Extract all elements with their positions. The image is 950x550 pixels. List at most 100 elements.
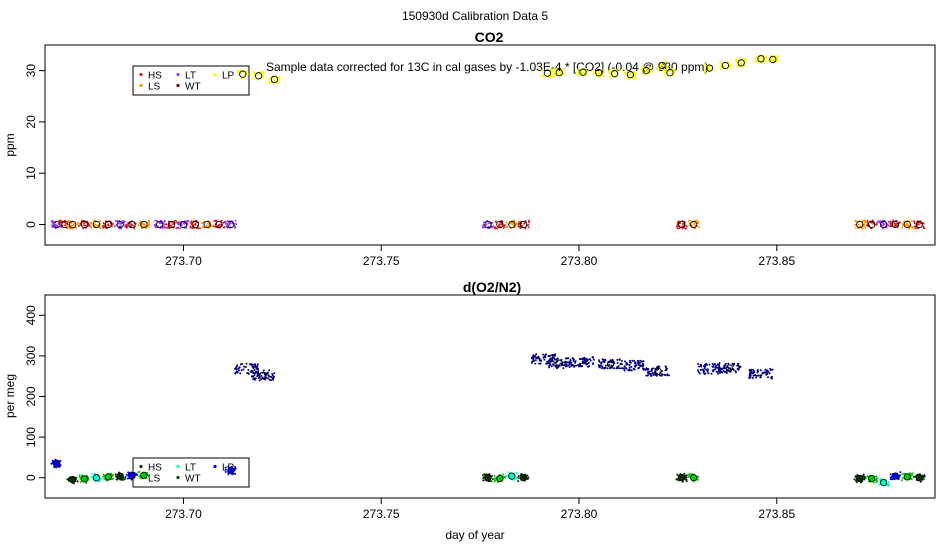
co2-cluster bbox=[552, 67, 566, 78]
co2-data-point bbox=[176, 221, 178, 224]
co2-plot-frame bbox=[44, 44, 936, 246]
co2-data-point bbox=[917, 223, 920, 226]
co2-data-point bbox=[234, 219, 237, 222]
o2n2-data-point bbox=[227, 473, 230, 476]
co2-data-point bbox=[498, 224, 501, 227]
co2-data-point bbox=[170, 221, 173, 224]
co2-data-point bbox=[612, 70, 615, 73]
co2-data-point bbox=[776, 60, 779, 63]
co2-mean-marker bbox=[721, 61, 730, 70]
o2n2-data-point bbox=[78, 474, 81, 477]
co2-data-point bbox=[736, 58, 738, 61]
co2-cluster bbox=[656, 60, 669, 71]
co2-data-point bbox=[64, 224, 67, 227]
co2-cluster bbox=[889, 219, 901, 229]
o2n2-data-point bbox=[272, 378, 275, 381]
co2-cluster bbox=[754, 54, 768, 64]
o2n2-data-point bbox=[718, 363, 721, 366]
co2-data-point bbox=[661, 64, 664, 67]
co2-data-point bbox=[553, 67, 556, 70]
co2-data-point bbox=[602, 74, 605, 77]
co2-data-point bbox=[120, 224, 122, 227]
co2-data-point bbox=[581, 72, 584, 75]
co2-cluster bbox=[663, 68, 676, 78]
o2n2-data-point bbox=[759, 369, 762, 372]
o2n2-data-point bbox=[250, 375, 253, 378]
o2n2-ytick-label: 200 bbox=[24, 386, 38, 406]
o2n2-data-point bbox=[700, 364, 703, 367]
co2-data-point bbox=[199, 227, 201, 230]
o2n2-data-point bbox=[504, 475, 507, 478]
o2n2-data-point bbox=[771, 368, 774, 371]
co2-data-point bbox=[117, 222, 120, 225]
o2n2-data-point bbox=[752, 372, 754, 375]
co2-data-point bbox=[194, 222, 197, 225]
o2n2-mean-marker bbox=[606, 360, 615, 368]
o2n2-cluster bbox=[493, 473, 507, 484]
co2-data-point bbox=[496, 227, 499, 230]
o2n2-data-point bbox=[724, 371, 726, 373]
co2-data-point bbox=[88, 224, 91, 227]
co2-data-point bbox=[114, 219, 117, 222]
o2n2-data-point bbox=[249, 363, 252, 366]
o2n2-data-point bbox=[636, 360, 639, 363]
o2n2-data-point bbox=[583, 362, 585, 364]
co2-data-point bbox=[234, 225, 236, 228]
o2n2-cluster bbox=[481, 473, 494, 483]
o2n2-data-point bbox=[252, 375, 255, 378]
co2-data-point bbox=[528, 219, 530, 222]
co2-annotation: Sample data corrected for 13C in cal gas… bbox=[266, 60, 708, 74]
co2-data-point bbox=[633, 71, 636, 74]
co2-data-point bbox=[120, 222, 123, 225]
co2-data-point bbox=[761, 57, 764, 60]
o2n2-data-point bbox=[697, 362, 699, 365]
co2-data-point bbox=[527, 221, 530, 224]
co2-data-point bbox=[859, 225, 862, 228]
o2n2-data-point bbox=[547, 362, 549, 365]
co2-data-point bbox=[664, 68, 667, 71]
co2-data-point bbox=[664, 71, 666, 74]
co2-data-point bbox=[182, 221, 185, 224]
o2n2-data-point bbox=[658, 365, 661, 368]
co2-xtick-label: 273.85 bbox=[758, 254, 795, 268]
co2-data-point bbox=[70, 222, 73, 224]
o2n2-data-point bbox=[556, 357, 559, 360]
co2-data-point bbox=[99, 220, 102, 223]
o2n2-data-point bbox=[239, 363, 242, 366]
o2n2-data-point bbox=[749, 368, 752, 371]
o2n2-data-point bbox=[854, 475, 857, 478]
co2-data-point bbox=[770, 59, 773, 62]
o2n2-data-point bbox=[237, 369, 240, 372]
o2n2-data-point bbox=[712, 368, 715, 371]
o2n2-data-point bbox=[699, 368, 702, 371]
o2n2-data-point bbox=[629, 361, 632, 364]
co2-cluster bbox=[593, 68, 605, 78]
o2n2-data-point bbox=[718, 362, 721, 364]
co2-data-point bbox=[219, 223, 222, 226]
o2n2-data-point bbox=[559, 362, 562, 365]
o2n2-data-point bbox=[583, 356, 586, 359]
co2-data-point bbox=[231, 222, 234, 225]
o2n2-data-point bbox=[581, 358, 584, 361]
o2n2-cluster bbox=[506, 471, 519, 481]
co2-data-point bbox=[502, 226, 505, 229]
o2n2-data-point bbox=[572, 360, 575, 362]
o2n2-data-point bbox=[675, 478, 678, 481]
o2n2-mean-marker bbox=[690, 474, 698, 482]
o2n2-data-point bbox=[526, 474, 529, 477]
o2n2-cluster bbox=[912, 473, 926, 483]
o2n2-data-point bbox=[712, 363, 715, 366]
co2-cluster bbox=[640, 66, 653, 76]
o2n2-data-point bbox=[754, 374, 757, 376]
o2n2-data-point bbox=[763, 371, 766, 374]
o2n2-data-point bbox=[732, 363, 735, 366]
co2-data-point bbox=[676, 227, 679, 230]
o2n2-data-point bbox=[908, 472, 911, 475]
co2-data-point bbox=[235, 223, 238, 225]
co2-data-point bbox=[917, 221, 920, 224]
co2-legend: HS LT LP LS WT bbox=[132, 65, 250, 96]
o2n2-mean-marker bbox=[104, 473, 112, 481]
co2-data-point bbox=[52, 220, 55, 223]
o2n2-data-point bbox=[251, 371, 253, 374]
o2n2-data-point bbox=[623, 369, 626, 372]
